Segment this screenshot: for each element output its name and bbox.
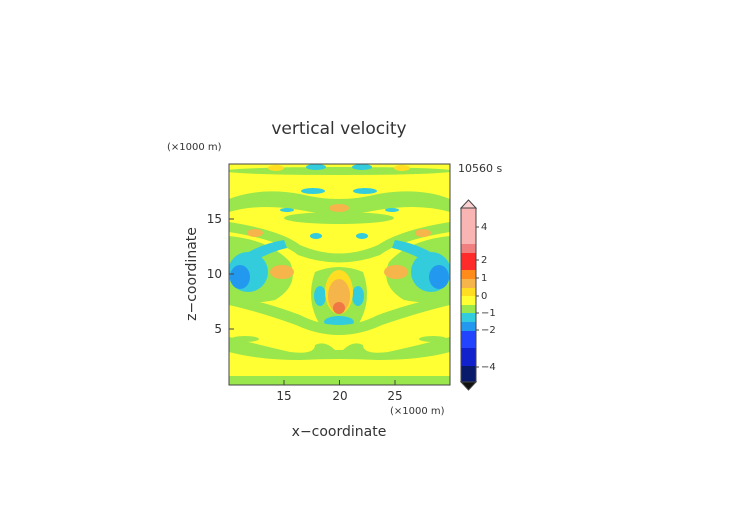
colorbar-swatch [461, 331, 476, 348]
blue-region [306, 164, 326, 170]
blue-region [230, 265, 250, 289]
orange-region [270, 265, 294, 279]
blue-region [353, 188, 377, 194]
colorbar [459, 199, 479, 391]
blue-region [352, 164, 372, 170]
orange-region [247, 229, 263, 237]
colorbar-swatch [461, 288, 476, 296]
blue-region [301, 188, 325, 194]
colorbar-tick-label: 2 [481, 255, 487, 266]
blue-region [314, 286, 326, 306]
blue-region [429, 265, 449, 289]
blue-region [352, 286, 364, 306]
orange-region [394, 165, 410, 171]
y-unit-label: (×1000 m) [167, 142, 222, 153]
orange-region [329, 204, 349, 212]
orange-region [328, 279, 350, 313]
blue-region [356, 233, 368, 239]
y-axis [229, 218, 234, 330]
y-axis-label: z−coordinate [184, 227, 200, 321]
green-band [284, 212, 394, 224]
colorbar-swatch [461, 253, 476, 270]
orange-region [268, 165, 284, 171]
y-tick-label: 5 [214, 322, 222, 336]
colorbar-tick-label: 0 [481, 291, 487, 302]
blue-region [280, 208, 294, 212]
colorbar-swatch [461, 208, 476, 244]
chart-title: vertical velocity [271, 119, 406, 139]
colorbar-tick-label: 4 [481, 222, 487, 233]
y-tick-label: 10 [207, 267, 222, 281]
blue-region [392, 240, 440, 264]
green-band [229, 296, 450, 335]
green-band [229, 337, 450, 360]
blue-region [239, 240, 287, 264]
colorbar-tick-label: −4 [481, 362, 496, 373]
colorbar-swatch [461, 270, 476, 279]
colorbar-swatch [461, 305, 476, 313]
red-core [333, 302, 345, 314]
x-tick-label: 20 [332, 389, 347, 403]
colorbar-swatch [461, 322, 476, 331]
colorbar-tick-label: 1 [481, 273, 487, 284]
colorbar-swatch [461, 366, 476, 382]
x-unit-label: (×1000 m) [390, 406, 445, 417]
time-label: 10560 s [458, 162, 502, 175]
x-tick-label: 15 [276, 389, 291, 403]
x-tick-label: 25 [387, 389, 402, 403]
green-band [231, 336, 259, 342]
blue-region [310, 233, 322, 239]
blue-region [385, 208, 399, 212]
orange-region [415, 229, 431, 237]
green-band [229, 222, 450, 263]
x-axis [283, 380, 396, 385]
colorbar-under-triangle [459, 381, 478, 391]
colorbar-over-triangle [459, 199, 478, 209]
x-axis-label: x−coordinate [292, 424, 387, 440]
colorbar-swatch [461, 313, 476, 322]
colorbar-frame [460, 207, 477, 383]
y-tick-label: 15 [207, 212, 222, 226]
colorbar-tick-label: −2 [481, 325, 496, 336]
colorbar-swatch [461, 279, 476, 288]
colorbar-swatch [461, 296, 476, 305]
orange-region [384, 265, 408, 279]
green-band [419, 336, 447, 342]
green-band [229, 167, 450, 175]
contour-field [229, 164, 450, 385]
green-band [229, 191, 450, 214]
colorbar-swatch [461, 348, 476, 366]
colorbar-tick-label: −1 [481, 308, 496, 319]
colorbar-swatch [461, 244, 476, 253]
